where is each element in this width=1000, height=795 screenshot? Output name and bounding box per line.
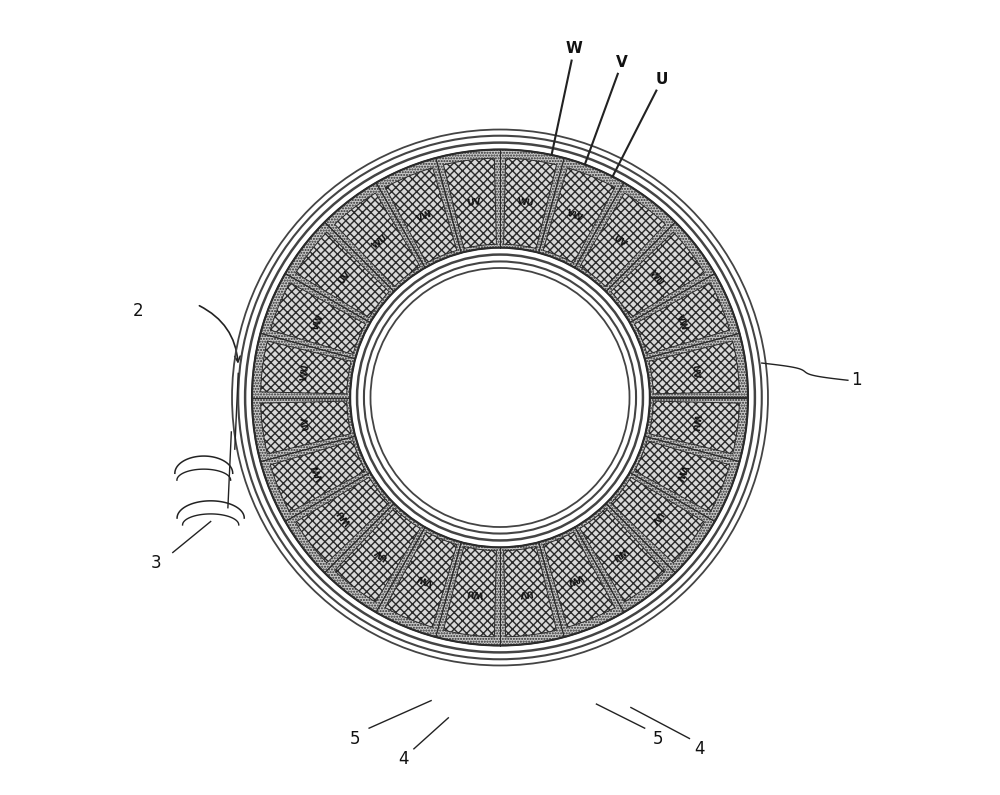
Polygon shape: [385, 532, 457, 627]
Polygon shape: [635, 440, 730, 512]
Text: WU: WU: [300, 363, 311, 381]
Text: VW: VW: [415, 209, 434, 223]
Polygon shape: [444, 546, 496, 637]
Text: W: W: [566, 41, 583, 56]
Polygon shape: [270, 440, 365, 512]
Text: UV: UV: [648, 509, 664, 525]
Text: WU: WU: [610, 545, 629, 562]
Polygon shape: [580, 193, 665, 286]
Text: UV: UV: [467, 197, 482, 208]
Polygon shape: [611, 232, 704, 318]
Polygon shape: [385, 168, 457, 263]
Text: 4: 4: [398, 750, 409, 768]
Text: 4: 4: [695, 740, 705, 758]
Text: WU: WU: [647, 269, 665, 288]
Text: WU: WU: [335, 507, 353, 526]
Text: WU: WU: [516, 197, 535, 208]
Text: VW: VW: [311, 313, 326, 332]
Polygon shape: [296, 232, 389, 318]
Text: UV: UV: [300, 416, 311, 431]
Text: VW: VW: [674, 313, 689, 332]
Polygon shape: [296, 477, 389, 563]
Text: WU: WU: [465, 587, 484, 598]
Text: VW: VW: [415, 572, 434, 586]
Text: 3: 3: [150, 554, 161, 572]
Text: UV: UV: [689, 364, 700, 379]
Polygon shape: [649, 401, 739, 454]
Polygon shape: [270, 283, 365, 355]
Polygon shape: [261, 341, 351, 394]
Polygon shape: [543, 168, 615, 263]
Polygon shape: [335, 509, 420, 602]
Polygon shape: [252, 149, 748, 646]
Polygon shape: [635, 283, 730, 355]
Text: WU: WU: [689, 414, 700, 432]
Text: 5: 5: [350, 730, 361, 747]
Circle shape: [372, 270, 628, 525]
Text: WU: WU: [371, 233, 390, 250]
Polygon shape: [444, 158, 496, 249]
Text: V: V: [616, 55, 628, 70]
Polygon shape: [580, 509, 665, 602]
Text: VW: VW: [311, 463, 326, 482]
Text: VW: VW: [566, 572, 585, 586]
Text: 2: 2: [133, 302, 144, 320]
Text: 1: 1: [851, 371, 862, 390]
Text: UV: UV: [518, 587, 533, 598]
Polygon shape: [504, 158, 556, 249]
Polygon shape: [543, 532, 615, 627]
Text: 5: 5: [653, 730, 664, 747]
Polygon shape: [611, 477, 704, 563]
Text: VW: VW: [566, 209, 585, 223]
Polygon shape: [261, 401, 351, 454]
Text: UV: UV: [372, 545, 389, 561]
Polygon shape: [649, 341, 739, 394]
Polygon shape: [335, 193, 420, 286]
Text: UV: UV: [336, 270, 352, 286]
Polygon shape: [504, 546, 556, 637]
Text: VW: VW: [674, 463, 689, 482]
Text: UV: UV: [611, 234, 628, 250]
Text: U: U: [656, 72, 668, 87]
